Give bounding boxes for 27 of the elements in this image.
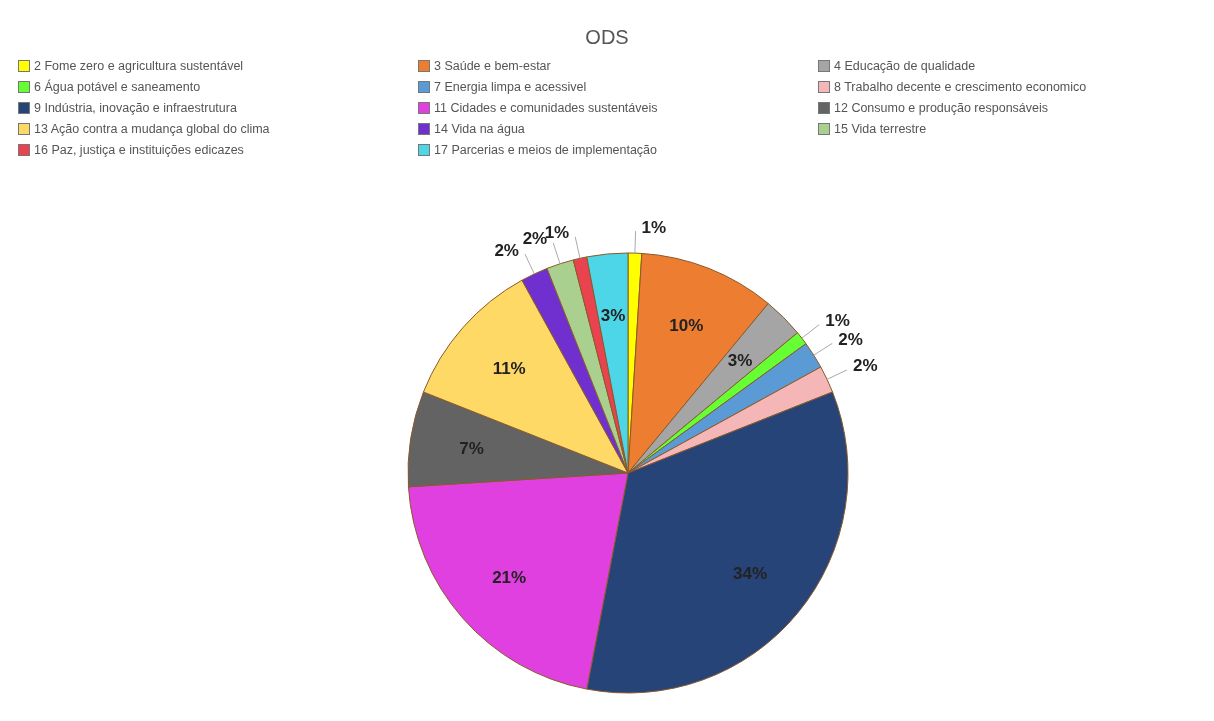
legend-label: 8 Trabalho decente e crescimento economico [834,80,1087,94]
legend-label: 9 Indústria, inovação e infraestrutura [34,101,237,115]
data-label: 7% [459,438,484,458]
data-label: 10% [669,316,704,336]
legend-label: 14 Vida na água [434,122,525,136]
data-label: 1% [641,217,667,237]
data-label: 21% [492,568,527,588]
data-label: 34% [733,564,768,584]
legend-label: 15 Vida terrestre [834,122,927,136]
legend-label: 11 Cidades e comunidades sustentáveis [434,101,658,115]
legend-label: 7 Energia limpa e acessivel [434,80,587,94]
legend-label: 12 Consumo e produção responsáveis [834,101,1049,115]
legend-label: 3 Saúde e bem-estar [434,59,551,73]
data-label: 1% [825,311,850,331]
data-label: 3% [600,305,626,325]
data-label: 11% [492,358,526,378]
legend-label: 2 Fome zero e agricultura sustentável [34,59,244,73]
data-label: 2% [494,240,519,260]
data-label: 3% [727,351,753,371]
legend-label: 16 Paz, justiça e instituições edicazes [34,143,244,157]
legend-label: 13 Ação contra a mudança global do clima [34,122,270,136]
chart-title: ODS [584,25,630,49]
legend-label: 17 Parcerias e meios de implementação [434,143,658,157]
data-label: 2% [838,329,863,349]
legend-label: 6 Água potável e saneamento [34,80,201,94]
data-label: 2% [852,356,878,376]
legend-label: 4 Educação de qualidade [834,59,976,73]
